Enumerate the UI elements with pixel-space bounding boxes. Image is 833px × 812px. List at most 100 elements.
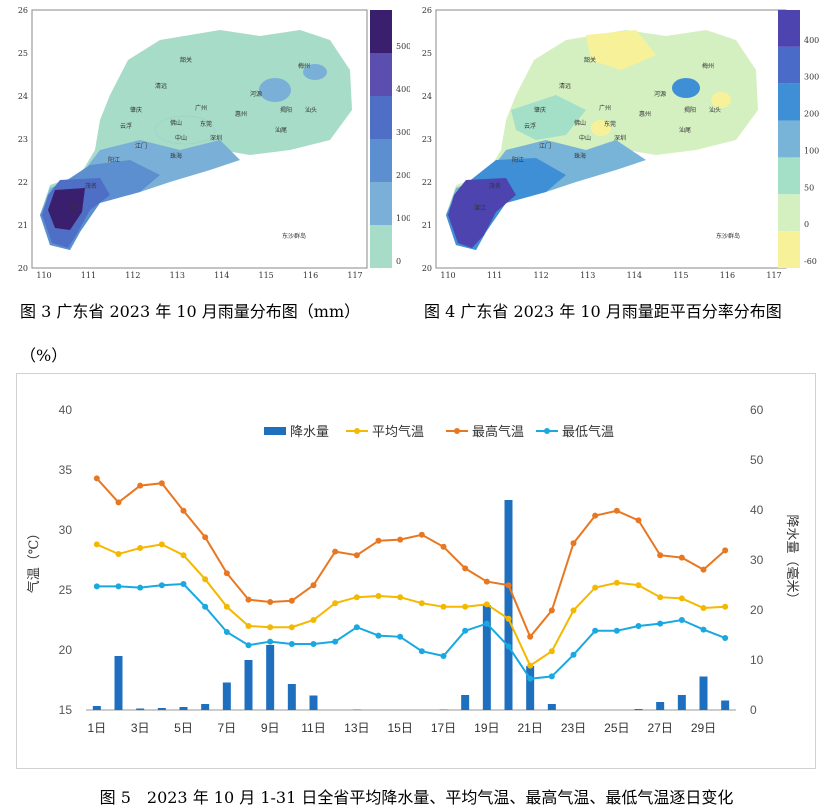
series-point [678,554,685,561]
legend-marker [454,428,460,434]
city-label: 广州 [195,104,207,112]
series-point [635,582,642,589]
colorbar-label: 300 [804,73,819,82]
colorbar-segment [370,139,392,182]
series-point [267,638,274,645]
series-point [332,548,339,555]
series-point [570,540,577,547]
series-point [548,607,555,614]
series-point [353,594,360,601]
series-point [375,593,382,599]
figure-3-caption: 图 3 广东省 2023 年 10 月雨量分布图（mm） [20,302,361,321]
y2-tick-label: 10 [750,653,764,667]
y-axis-label: 气温（℃） [26,527,42,594]
series-point [93,541,100,548]
y2-tick-label: 40 [750,503,764,517]
lon-tick: 110 [440,271,455,278]
island-label: 东沙群岛 [282,232,306,240]
series-point [613,579,620,586]
series-point [158,582,165,589]
y-tick-label: 25 [59,583,73,597]
series-point [288,597,295,604]
series-point [332,638,339,645]
x-tick-label: 23日 [561,721,586,735]
series-point [158,541,165,548]
colorbar-label: 100 [804,146,819,155]
series-point [592,584,599,591]
precip-bar [699,676,708,710]
series-point [310,641,317,647]
series-point [418,648,425,655]
series-point [483,620,490,627]
colorbar-label: -60 [804,257,817,266]
y-tick-label: 35 [59,463,73,477]
city-label: 茂名 [85,182,97,190]
series-point [722,603,729,610]
series-point [613,627,620,634]
series-point [505,643,512,650]
colorbar-segment [778,10,800,47]
lon-tick: 117 [347,271,362,278]
city-label: 湛江 [70,205,82,212]
colorbar-segment [370,96,392,139]
series-point [570,607,577,614]
lon-tick: 111 [487,271,502,278]
series-point [722,547,729,554]
series-point [288,624,295,631]
precip-bar [201,704,210,710]
series-point [440,653,447,659]
series-point [592,627,599,634]
city-label: 佛山 [574,119,586,127]
city-label: 肇庆 [130,106,142,114]
colorbar-label: 400 [396,85,410,94]
series-point [310,617,317,623]
city-label: 汕尾 [679,126,691,134]
series-point [527,633,534,640]
series-point [657,620,664,627]
y2-tick-label: 60 [750,403,764,417]
series-point [505,615,512,622]
series-point [570,651,577,658]
x-tick-label: 5日 [174,721,193,735]
precip-bar [222,682,231,710]
lon-tick: 115 [673,271,688,278]
series-point [678,617,685,623]
city-label: 阳江 [108,156,120,164]
colorbar-label: 50 [804,183,814,192]
precip-bar [287,684,296,710]
city-label: 韶关 [180,56,192,64]
series-point [700,626,707,633]
series-point [440,603,447,610]
figure-4-caption-unit: （%） [20,346,68,365]
series-point [137,545,144,551]
series-point [245,623,252,629]
x-tick-label: 19日 [474,721,499,735]
series-point [267,599,274,605]
city-label: 梅州 [702,62,714,70]
series-point [505,582,512,589]
city-label: 东莞 [604,120,616,128]
precip-bar [656,702,665,710]
precip-bar [157,708,166,710]
colorbar-label: 200 [804,110,819,119]
series-point [440,543,447,550]
series-point [223,570,230,577]
city-label: 阳江 [512,156,524,164]
city-label: 惠州 [235,110,247,118]
series-point [418,600,425,607]
colorbar-label: 0 [396,257,401,266]
series-point [332,600,339,607]
lon-tick: 116 [303,271,318,278]
city-label: 茂名 [489,182,501,190]
series-point [180,507,187,514]
lon-tick: 113 [170,271,185,278]
colorbar-segment [778,120,800,158]
y-tick-label: 40 [59,403,73,417]
city-label: 梅州 [298,62,310,70]
legend-marker [544,428,550,434]
legend-label: 降水量 [290,425,329,440]
city-label: 广州 [599,104,611,112]
lat-tick: 22 [18,178,28,187]
colorbar-segment [778,231,800,268]
x-tick-label: 9日 [261,721,280,735]
